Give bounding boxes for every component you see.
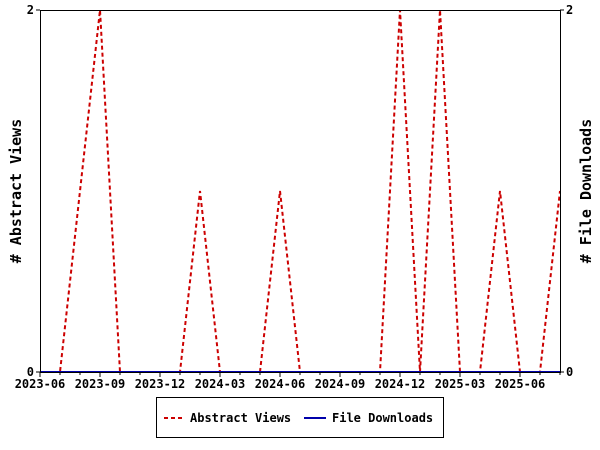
series-line-abstract-views: [40, 9, 561, 373]
x-tick-label: 2024-12: [375, 377, 426, 391]
x-tick-label: 2024-03: [195, 377, 246, 391]
y2-tick-label: 2: [566, 3, 573, 17]
x-tick-label: 2023-09: [75, 377, 126, 391]
x-tick-label: 2023-06: [15, 377, 66, 391]
legend: Abstract Views File Downloads: [156, 397, 444, 438]
x-tick-label: 2025-03: [435, 377, 486, 391]
y2-axis-label: # File Downloads: [577, 119, 595, 264]
x-tick-label: 2023-12: [135, 377, 186, 391]
y-tick-label: 0: [27, 365, 34, 379]
y2-tick-label: 0: [566, 365, 573, 379]
y-axis-label: # Abstract Views: [7, 119, 25, 264]
plot-frame: [40, 10, 561, 373]
x-tick-label: 2024-09: [315, 377, 366, 391]
legend-label-file-downloads: File Downloads: [332, 411, 433, 425]
x-tick-label: 2025-06: [495, 377, 546, 391]
legend-box: [156, 397, 444, 438]
legend-label-abstract-views: Abstract Views: [190, 411, 291, 425]
y-tick-label: 2: [27, 3, 34, 17]
x-tick-label: 2024-06: [255, 377, 306, 391]
